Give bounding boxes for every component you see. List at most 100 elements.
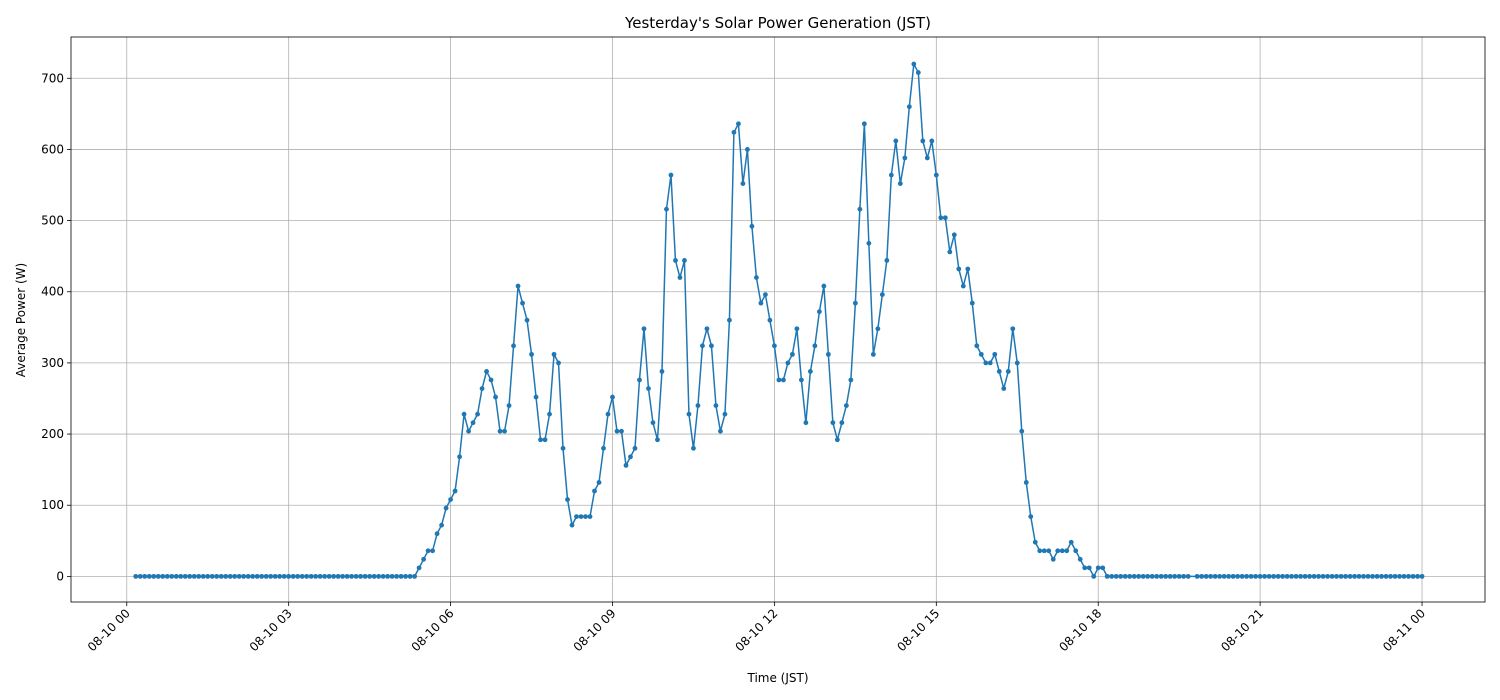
- data-point: [920, 138, 926, 144]
- data-point: [1392, 573, 1398, 579]
- data-point: [1298, 573, 1304, 579]
- data-point: [407, 573, 413, 579]
- data-point: [911, 61, 917, 67]
- data-point: [493, 394, 498, 400]
- data-point: [785, 360, 791, 366]
- data-point: [394, 573, 400, 579]
- data-point: [848, 377, 854, 383]
- data-point: [1064, 548, 1070, 554]
- data-point: [187, 573, 193, 579]
- data-point: [1014, 360, 1020, 366]
- data-point: [1280, 573, 1286, 579]
- data-point: [888, 172, 894, 178]
- y-axis-label: Average Power (W): [14, 263, 28, 377]
- data-point: [839, 420, 845, 426]
- data-point: [731, 129, 737, 135]
- data-point: [290, 573, 296, 579]
- data-point: [488, 377, 494, 383]
- data-point: [191, 573, 197, 579]
- data-point: [906, 104, 912, 110]
- data-point: [1343, 573, 1348, 579]
- data-point: [169, 573, 175, 579]
- data-point: [250, 573, 256, 579]
- data-point: [412, 573, 418, 579]
- data-point: [1383, 573, 1389, 579]
- data-point: [196, 573, 202, 579]
- data-point: [1059, 548, 1065, 554]
- data-point: [605, 411, 611, 417]
- data-point: [137, 573, 143, 579]
- data-point: [722, 411, 728, 417]
- data-point: [1239, 573, 1245, 579]
- data-point: [1388, 573, 1393, 579]
- data-point: [425, 548, 431, 554]
- data-point: [673, 258, 678, 263]
- data-point: [520, 300, 525, 306]
- data-point: [789, 351, 795, 357]
- data-point: [915, 70, 921, 75]
- data-point: [1154, 573, 1160, 579]
- data-point: [1113, 573, 1119, 579]
- data-point: [969, 300, 975, 306]
- data-point: [1167, 573, 1173, 579]
- data-point: [695, 403, 701, 409]
- data-point: [749, 223, 755, 229]
- data-point: [1001, 386, 1007, 391]
- data-point: [1284, 573, 1290, 579]
- data-point: [1347, 573, 1353, 579]
- data-point: [173, 573, 179, 579]
- data-point: [861, 121, 867, 127]
- data-point: [232, 573, 238, 579]
- data-point: [448, 497, 453, 502]
- data-point: [843, 403, 849, 409]
- data-point: [897, 181, 903, 186]
- data-point: [713, 403, 719, 409]
- data-point: [1109, 573, 1115, 579]
- data-point: [380, 573, 386, 579]
- data-point: [142, 573, 148, 579]
- data-point: [798, 377, 804, 383]
- data-point: [996, 369, 1002, 374]
- data-point: [718, 428, 723, 434]
- data-point: [1055, 548, 1061, 554]
- data-point: [655, 437, 660, 443]
- data-point: [1266, 573, 1272, 579]
- data-point: [349, 573, 355, 579]
- data-point: [569, 522, 575, 528]
- y-tick-label: 400: [41, 285, 64, 299]
- data-point: [245, 573, 251, 579]
- data-point: [1145, 573, 1151, 579]
- data-point: [686, 411, 692, 417]
- data-point: [209, 573, 215, 579]
- data-point: [1262, 573, 1268, 579]
- data-point: [1194, 573, 1200, 579]
- data-point: [1032, 539, 1038, 545]
- data-point: [542, 437, 548, 443]
- data-point: [551, 351, 557, 357]
- data-point: [497, 428, 503, 434]
- data-point: [1073, 548, 1079, 554]
- data-point: [434, 531, 440, 537]
- data-point: [1410, 573, 1416, 579]
- data-point: [664, 206, 669, 212]
- data-point: [1005, 369, 1011, 374]
- data-point: [344, 573, 350, 579]
- data-point: [587, 514, 593, 520]
- data-point: [1019, 428, 1025, 434]
- data-point: [214, 573, 220, 579]
- data-point: [398, 573, 404, 579]
- data-point: [340, 573, 346, 579]
- data-point: [875, 326, 881, 332]
- data-point: [1370, 573, 1375, 579]
- data-point: [461, 411, 467, 417]
- data-point: [1050, 556, 1056, 562]
- x-axis-label: Time (JST): [746, 671, 808, 685]
- data-point: [632, 445, 638, 451]
- data-point: [668, 172, 674, 178]
- data-point: [160, 573, 166, 579]
- chart-title: Yesterday's Solar Power Generation (JST): [624, 14, 931, 32]
- data-point: [565, 497, 570, 502]
- data-point: [376, 573, 382, 579]
- data-point: [223, 573, 229, 579]
